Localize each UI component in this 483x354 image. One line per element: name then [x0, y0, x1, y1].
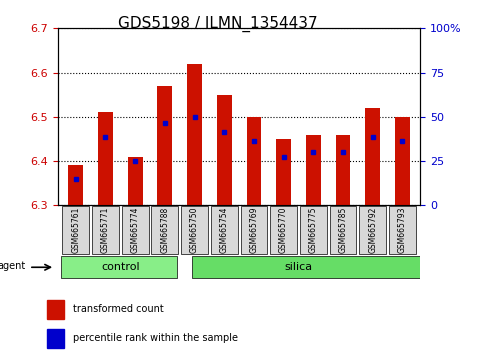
Text: GSM665788: GSM665788: [160, 207, 170, 253]
FancyBboxPatch shape: [300, 206, 327, 254]
Text: GSM665774: GSM665774: [131, 207, 140, 253]
FancyBboxPatch shape: [61, 256, 177, 278]
Bar: [306, 135, 321, 205]
Bar: [47, 300, 64, 319]
FancyBboxPatch shape: [152, 206, 178, 254]
FancyBboxPatch shape: [330, 206, 356, 254]
FancyBboxPatch shape: [241, 206, 267, 254]
FancyBboxPatch shape: [359, 206, 386, 254]
Text: GSM665750: GSM665750: [190, 207, 199, 253]
Bar: [246, 117, 261, 205]
FancyBboxPatch shape: [181, 206, 208, 254]
FancyBboxPatch shape: [211, 206, 238, 254]
Text: transformed count: transformed count: [72, 304, 163, 314]
Text: GSM665770: GSM665770: [279, 207, 288, 253]
Bar: [157, 86, 172, 205]
Bar: [395, 117, 410, 205]
Text: GSM665754: GSM665754: [220, 207, 229, 253]
Text: percentile rank within the sample: percentile rank within the sample: [72, 333, 238, 343]
Text: GSM665761: GSM665761: [71, 207, 80, 253]
Bar: [365, 108, 380, 205]
Text: agent: agent: [0, 261, 26, 271]
FancyBboxPatch shape: [92, 206, 119, 254]
FancyBboxPatch shape: [270, 206, 297, 254]
FancyBboxPatch shape: [389, 206, 416, 254]
Bar: [187, 64, 202, 205]
Bar: [217, 95, 232, 205]
FancyBboxPatch shape: [122, 206, 149, 254]
Text: GSM665793: GSM665793: [398, 207, 407, 253]
Text: GSM665775: GSM665775: [309, 207, 318, 253]
Bar: [276, 139, 291, 205]
Bar: [69, 166, 83, 205]
Bar: [336, 135, 351, 205]
Bar: [47, 329, 64, 348]
Text: control: control: [101, 262, 140, 272]
Text: GSM665792: GSM665792: [368, 207, 377, 253]
Text: GDS5198 / ILMN_1354437: GDS5198 / ILMN_1354437: [117, 16, 317, 32]
Text: GSM665769: GSM665769: [249, 207, 258, 253]
Text: GSM665785: GSM665785: [339, 207, 347, 253]
Text: GSM665771: GSM665771: [101, 207, 110, 253]
FancyBboxPatch shape: [62, 206, 89, 254]
FancyBboxPatch shape: [192, 256, 431, 278]
Bar: [128, 157, 142, 205]
Bar: [98, 113, 113, 205]
Text: silica: silica: [284, 262, 313, 272]
